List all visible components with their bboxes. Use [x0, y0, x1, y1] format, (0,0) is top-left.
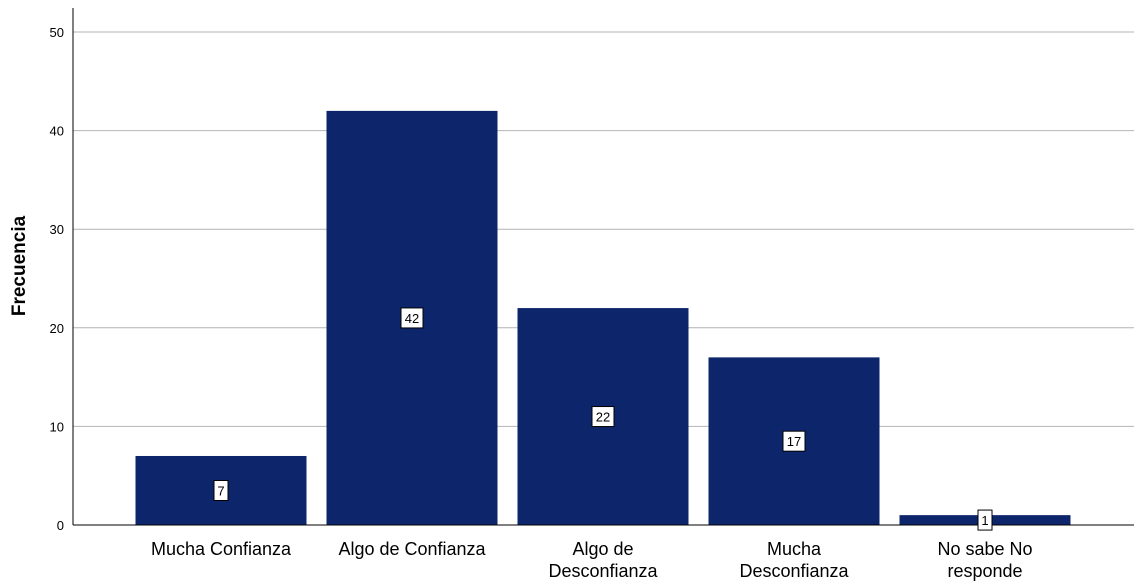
data-label-box — [213, 479, 229, 501]
x-category-label: Algo de Confianza — [338, 539, 486, 559]
x-category-label-line: Desconfianza — [739, 561, 849, 581]
x-category-label-line: responde — [947, 561, 1022, 581]
data-label-box — [400, 307, 424, 329]
data-label: 7 — [217, 483, 224, 498]
x-category-label-line: Mucha Confianza — [151, 539, 292, 559]
y-tick-label: 40 — [50, 124, 64, 139]
x-category-label-line: Algo de Confianza — [338, 539, 486, 559]
x-category-label: Mucha Confianza — [151, 539, 292, 559]
y-tick-label: 50 — [50, 25, 64, 40]
x-category-label-line: Algo de — [572, 539, 633, 559]
y-tick-label: 10 — [50, 419, 64, 434]
data-label-box — [591, 406, 615, 428]
data-label-box — [782, 430, 806, 452]
y-tick-label: 20 — [50, 321, 64, 336]
x-category-label: No sabe No responde — [937, 539, 1032, 581]
data-label: 1 — [981, 513, 988, 528]
data-label: 22 — [596, 410, 610, 425]
x-category-label-line: Mucha — [767, 539, 822, 559]
data-label-box — [977, 509, 993, 531]
x-category-label-line: Desconfianza — [548, 561, 658, 581]
y-tick-label: 0 — [57, 518, 64, 533]
x-category-label-line: No sabe No — [937, 539, 1032, 559]
data-labels: 7 42 22 17 1 — [213, 307, 993, 531]
x-category-label: Algo de Desconfianza — [548, 539, 658, 581]
x-category-label: Mucha Desconfianza — [739, 539, 849, 581]
data-label: 17 — [787, 434, 801, 449]
bars — [135, 110, 1071, 525]
y-tick-label: 30 — [50, 222, 64, 237]
axes: 0 10 20 30 40 50 Mucha Confianza Algo de Confia… — [50, 8, 1134, 581]
y-axis-title: Frecuencia — [9, 215, 30, 316]
data-label: 42 — [405, 311, 419, 326]
gridlines — [73, 31, 1134, 427]
